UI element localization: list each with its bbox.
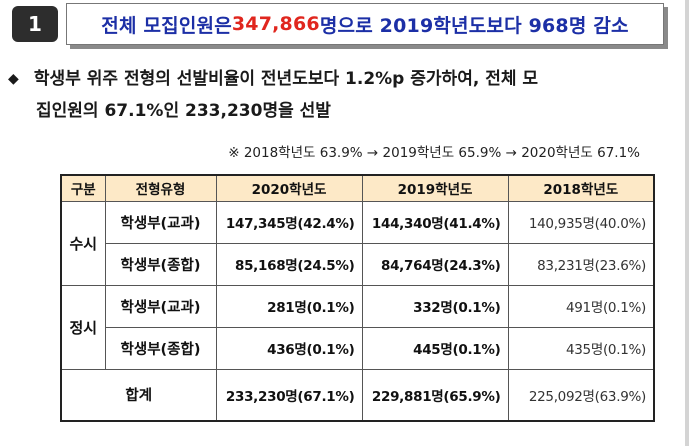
type-cell: 학생부(교과) — [104, 284, 217, 328]
trend-note: ※ 2018학년도 63.9% → 2019학년도 65.9% → 2020학년… — [228, 145, 640, 161]
title-suffix: 명으로 2019학년도보다 968명 감소 — [319, 14, 629, 37]
title-prefix: 전체 모집인원은 — [101, 14, 232, 37]
value-2020: 147,345명(42.4%) — [215, 200, 363, 244]
bullet-text-1: 학생부 위주 전형의 선발비율이 전년도보다 1.2%p 증가하여, 전체 모 — [33, 69, 539, 89]
page-edge-divider — [685, 0, 689, 446]
section-title: 전체 모집인원은 347,866 명으로 2019학년도보다 968명 감소 — [66, 3, 664, 45]
type-cell: 학생부(교과) — [104, 200, 217, 244]
group-label-susi: 수시 — [60, 200, 106, 286]
header-category: 구분 — [60, 174, 106, 202]
table-row: 정시 학생부(교과) 281명(0.1%) 332명(0.1%) 491명(0.… — [60, 284, 655, 370]
total-2018: 225,092명(63.9%) — [507, 368, 655, 422]
table-row: 학생부(종합) 85,168명(24.5%) 84,764명(24.3%) 83… — [61, 242, 655, 286]
value-2020: 85,168명(24.5%) — [215, 242, 363, 286]
total-row: 합계 233,230명(67.1%) 229,881명(65.9%) 225,0… — [60, 368, 655, 422]
value-2018: 491명(0.1%) — [507, 284, 655, 328]
total-2019: 229,881명(65.9%) — [361, 368, 509, 422]
table-row: 수시 학생부(교과) 147,345명(42.4%) 144,340명(41.4… — [60, 200, 655, 286]
table-row: 학생부(종합) 436명(0.1%) 445명(0.1%) 435명(0.1%) — [61, 326, 655, 370]
diamond-bullet-icon: ◆ — [8, 71, 19, 87]
header-year-2020: 2020학년도 — [215, 174, 363, 202]
type-cell: 학생부(종합) — [104, 242, 217, 286]
value-2019: 144,340명(41.4%) — [361, 200, 509, 244]
header-year-2019: 2019학년도 — [361, 174, 509, 202]
section-header: 1 전체 모집인원은 347,866 명으로 2019학년도보다 968명 감소 — [0, 0, 689, 52]
bullet-text-2: 집인원의 67.1%인 233,230명을 선발 — [36, 101, 331, 121]
total-label: 합계 — [60, 368, 217, 422]
type-cell: 학생부(종합) — [104, 326, 217, 370]
value-2019: 84,764명(24.3%) — [361, 242, 509, 286]
header-admission-type: 전형유형 — [104, 174, 217, 202]
value-2020: 281명(0.1%) — [215, 284, 363, 328]
value-2018: 83,231명(23.6%) — [507, 242, 655, 286]
title-highlight-number: 347,866 — [231, 13, 320, 35]
section-number-badge: 1 — [12, 6, 58, 42]
admissions-table: 구분 전형유형 2020학년도 2019학년도 2018학년도 수시 학생부(교… — [60, 174, 655, 422]
group-label-jeongsi: 정시 — [60, 284, 106, 370]
table-header-row: 구분 전형유형 2020학년도 2019학년도 2018학년도 — [60, 174, 655, 202]
summary-bullet: ◆ 학생부 위주 전형의 선발비율이 전년도보다 1.2%p 증가하여, 전체 … — [8, 63, 678, 127]
header-year-2018: 2018학년도 — [507, 174, 655, 202]
value-2018: 140,935명(40.0%) — [507, 200, 655, 244]
total-2020: 233,230명(67.1%) — [215, 368, 363, 422]
value-2020: 436명(0.1%) — [215, 326, 363, 370]
bullet-line-1: ◆ 학생부 위주 전형의 선발비율이 전년도보다 1.2%p 증가하여, 전체 … — [8, 63, 678, 95]
value-2019: 332명(0.1%) — [361, 284, 509, 328]
value-2019: 445명(0.1%) — [361, 326, 509, 370]
value-2018: 435명(0.1%) — [507, 326, 655, 370]
